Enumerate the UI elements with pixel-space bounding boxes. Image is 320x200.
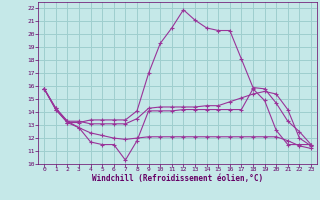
X-axis label: Windchill (Refroidissement éolien,°C): Windchill (Refroidissement éolien,°C) (92, 174, 263, 183)
